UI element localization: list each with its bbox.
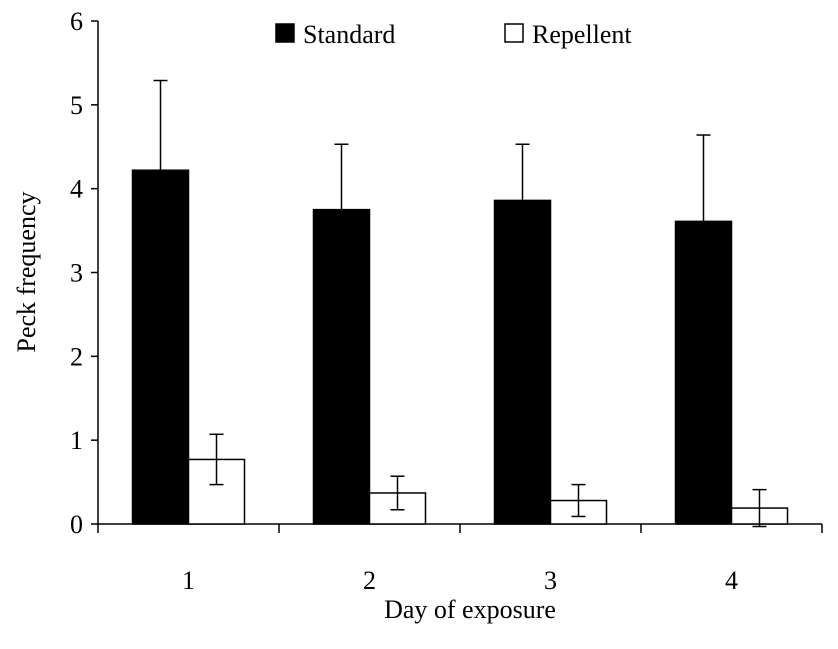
bar-standard [131, 169, 190, 525]
y-tick-label: 2 [70, 342, 83, 371]
bar-standard [674, 220, 733, 525]
legend: Standard Repellent [275, 20, 632, 49]
bar-repellent [187, 458, 246, 525]
y-tick-label: 5 [70, 91, 83, 120]
legend-swatch-repellent [504, 23, 524, 43]
legend-swatch-standard [275, 23, 295, 43]
plot-area: 0 1 2 3 4 5 6 1 2 3 4 [70, 7, 823, 595]
y-tick-label: 1 [70, 426, 83, 455]
x-tick-label: 1 [182, 566, 195, 595]
y-axis-title: Peck frequency [12, 192, 41, 353]
x-tick-label: 4 [725, 566, 738, 595]
y-tick-label: 4 [70, 175, 83, 204]
x-axis-title: Day of exposure [384, 595, 556, 624]
y-tick-label: 6 [70, 7, 83, 36]
legend-label-standard: Standard [303, 20, 395, 49]
y-tick-label: 0 [70, 510, 83, 539]
bar-standard [312, 208, 371, 525]
x-tick-label: 3 [544, 566, 557, 595]
y-tick-label: 3 [70, 259, 83, 288]
legend-label-repellent: Repellent [532, 20, 632, 49]
bar-standard [493, 199, 552, 525]
x-tick-label: 2 [363, 566, 376, 595]
